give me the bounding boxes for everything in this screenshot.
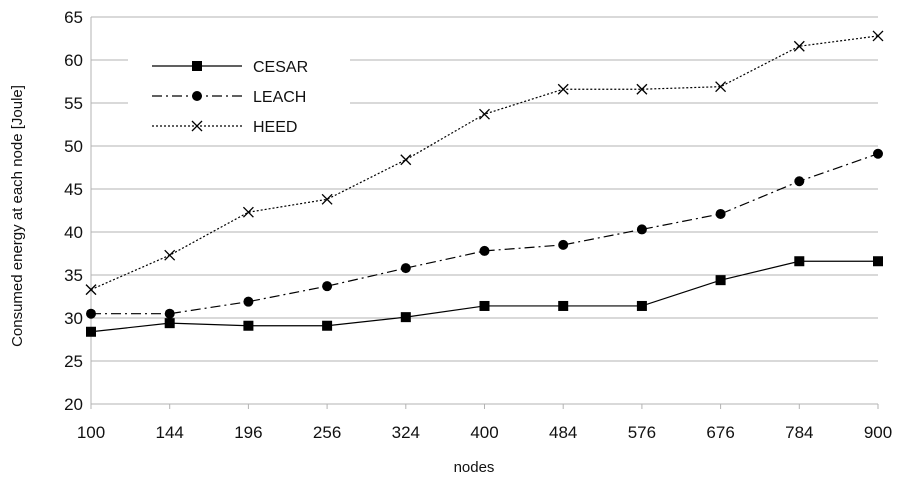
- marker-stroke: [793, 40, 805, 52]
- data-point-heed: [793, 40, 805, 52]
- data-point-leach: [636, 224, 647, 235]
- marker-stroke: [164, 249, 176, 261]
- data-point-heed: [872, 30, 884, 42]
- data-point-cesar: [873, 256, 883, 267]
- marker-stroke: [636, 83, 648, 95]
- data-point-cesar: [558, 300, 569, 311]
- data-point-cesar: [400, 312, 411, 323]
- x-tick-label: 100: [77, 423, 105, 442]
- y-tick-label: 45: [64, 180, 83, 199]
- data-point-heed: [85, 284, 97, 296]
- grid: [91, 16, 878, 405]
- marker-stroke: [557, 83, 569, 95]
- data-point-heed: [479, 108, 490, 120]
- data-point-leach: [715, 208, 726, 219]
- legend-box: [128, 44, 350, 144]
- marker-stroke: [321, 193, 333, 205]
- marker-stroke: [400, 154, 412, 166]
- legend-marker-heed: [191, 120, 203, 132]
- data-point-cesar: [636, 300, 647, 311]
- data-point-heed: [557, 83, 569, 95]
- legend-label-leach: LEACH: [253, 89, 306, 106]
- data-point-heed: [636, 83, 648, 95]
- data-point-heed: [715, 81, 727, 93]
- series-heed: [85, 30, 884, 296]
- legend-label-cesar: CESAR: [253, 59, 308, 76]
- data-point-cesar: [86, 326, 96, 337]
- data-point-leach: [794, 176, 805, 187]
- axes: 20 25 30 35 40 45 50 55 60 65 100 144 196 256 324 400 48…: [64, 8, 892, 442]
- y-tick-label: 60: [64, 51, 83, 70]
- data-point-cesar: [164, 318, 175, 329]
- marker-stroke: [715, 81, 727, 93]
- y-tick-label: 35: [64, 266, 83, 285]
- x-tick-label: 144: [156, 423, 184, 442]
- x-tick-label: 324: [392, 423, 420, 442]
- data-point-leach: [243, 296, 254, 307]
- marker-stroke: [872, 30, 884, 42]
- marker-stroke: [85, 284, 97, 296]
- data-point-heed: [164, 249, 176, 261]
- data-point-heed: [400, 154, 412, 166]
- y-tick-label: 20: [64, 395, 83, 414]
- y-tick-label: 25: [64, 352, 83, 371]
- x-tick-label: 576: [628, 423, 656, 442]
- data-point-cesar: [794, 256, 805, 267]
- x-tick-label: 196: [234, 423, 262, 442]
- series-cesar: [86, 256, 883, 337]
- data-point-cesar: [243, 320, 254, 331]
- legend-label-heed: HEED: [253, 119, 297, 136]
- data-point-leach: [164, 308, 175, 319]
- series-line-leach: [91, 153, 879, 315]
- data-point-heed: [242, 206, 254, 218]
- legend-item-leach: LEACH: [152, 89, 306, 106]
- legend-item-cesar: CESAR: [152, 59, 308, 76]
- series-leach: [86, 148, 883, 319]
- data-point-cesar: [479, 300, 490, 311]
- data-point-cesar: [322, 320, 333, 331]
- legend-marker-cesar: [192, 61, 202, 71]
- data-point-heed: [321, 193, 333, 205]
- series: [85, 30, 884, 337]
- series-line-heed: [90, 35, 879, 291]
- y-axis-title: Consumed energy at each node [Joule]: [9, 85, 26, 347]
- marker-stroke: [242, 206, 254, 218]
- x-axis-title: nodes: [454, 459, 495, 476]
- x-tick-label: 784: [785, 423, 813, 442]
- data-point-leach: [86, 308, 96, 319]
- data-point-leach: [873, 148, 883, 159]
- data-point-cesar: [715, 275, 726, 286]
- x-tick-label: 484: [549, 423, 577, 442]
- legend-marker-leach: [192, 91, 202, 101]
- x-tick-label: 256: [313, 423, 341, 442]
- data-point-leach: [400, 263, 411, 274]
- y-tick-label: 30: [64, 309, 83, 328]
- legend-item-heed: HEED: [152, 119, 297, 136]
- data-point-leach: [479, 245, 490, 256]
- x-tick-label: 900: [864, 423, 892, 442]
- x-tick-label: 400: [470, 423, 498, 442]
- data-point-leach: [322, 281, 333, 292]
- data-point-leach: [558, 239, 569, 250]
- y-tick-label: 65: [64, 8, 83, 27]
- marker-stroke: [191, 120, 203, 132]
- y-tick-label: 55: [64, 94, 83, 113]
- marker-stroke: [479, 108, 490, 120]
- series-line-cesar: [90, 260, 878, 333]
- legend: CESAR LEACH HEED: [128, 44, 350, 144]
- x-tick-label: 676: [706, 423, 734, 442]
- y-tick-label: 50: [64, 137, 83, 156]
- y-tick-label: 40: [64, 223, 83, 242]
